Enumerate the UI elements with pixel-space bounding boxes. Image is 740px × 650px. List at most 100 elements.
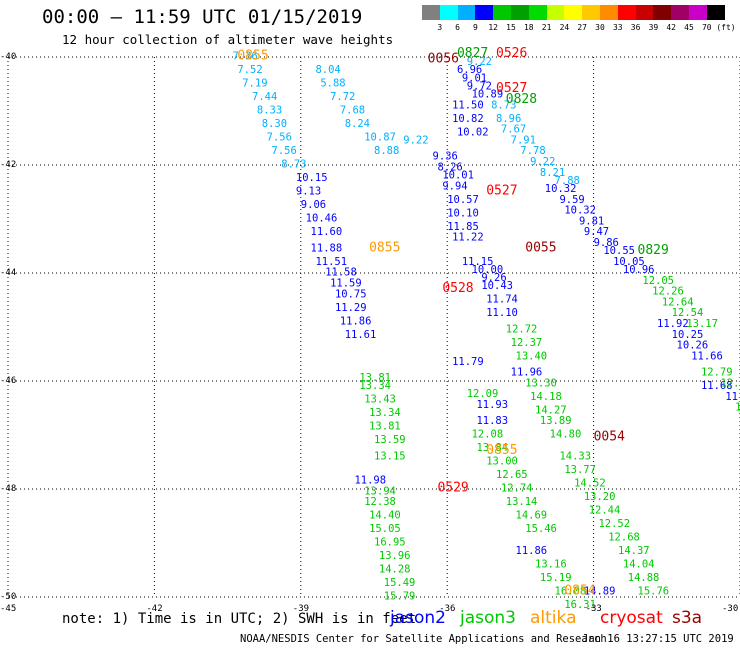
wave-height-label: 13.16 <box>535 558 567 570</box>
pass-time-label: 0529 <box>437 481 468 496</box>
wave-height-label: 12.37 <box>511 337 543 349</box>
colorbar-tick-label: 30 <box>595 23 605 32</box>
wave-height-label: 7.68 <box>340 105 365 117</box>
wave-height-label: 9.36 <box>433 151 458 163</box>
wave-height-label: 14.89 <box>584 585 616 597</box>
wave-height-label: 11.51 <box>315 256 347 268</box>
wave-height-label: 9.81 <box>579 215 604 227</box>
colorbar-cell <box>493 5 512 20</box>
wave-height-label: 10.57 <box>447 194 479 206</box>
wave-height-label: 14.52 <box>574 477 606 489</box>
wave-height-label: 13.84 <box>476 442 508 454</box>
colorbar-tick-label: 18 <box>523 23 534 32</box>
colorbar-cell <box>617 5 636 20</box>
wave-height-label: 14.28 <box>379 564 411 576</box>
wave-height-label: 11.58 <box>325 267 357 279</box>
x-tick-label: -45 <box>0 604 17 614</box>
wave-height-label: 10.32 <box>564 205 596 217</box>
wave-height-label: 16.08 <box>555 585 587 597</box>
legend-entry-jason3: jason3 <box>460 608 516 628</box>
pass-time-label: 0528 <box>442 281 473 296</box>
colorbar-cell <box>582 5 601 20</box>
wave-height-label: 7.91 <box>511 134 536 146</box>
wave-height-label: 7.44 <box>252 91 277 103</box>
wave-height-label: 16.95 <box>374 537 406 549</box>
colorbar-tick-label: 12 <box>488 23 498 32</box>
colorbar-tick-label: 24 <box>559 23 570 32</box>
wave-height-label: 14.04 <box>623 558 655 570</box>
wave-height-label: 13.89 <box>540 415 572 427</box>
wave-height-label: 8.26 <box>437 161 462 173</box>
wave-height-label: 11.59 <box>330 278 362 290</box>
pass-time-label: 0056 <box>428 51 459 66</box>
wave-height-label: 11.86 <box>516 545 548 557</box>
wave-height-label: 12.80 <box>735 402 740 414</box>
wave-height-label: 10.32 <box>545 183 577 195</box>
wave-height-label: 8.21 <box>540 167 565 179</box>
colorbar-tick-label: 39 <box>648 23 659 32</box>
wave-height-label: 7.67 <box>501 124 526 136</box>
wave-height-label: 12.09 <box>467 388 499 400</box>
wave-height-label: 9.59 <box>559 194 584 206</box>
wave-height-label: 13.59 <box>374 434 406 446</box>
wave-height-label: 11.79 <box>452 356 484 368</box>
wave-height-label: 11.96 <box>511 367 543 379</box>
wave-height-label: 10.26 <box>677 340 709 352</box>
wave-height-label: 9.13 <box>296 186 321 198</box>
wave-height-label: 12.08 <box>472 429 504 441</box>
wave-height-label: 14.33 <box>559 450 591 462</box>
wave-height-label: 7.72 <box>330 91 355 103</box>
wave-height-label: 11.61 <box>345 329 377 341</box>
wave-height-label: 10.25 <box>672 329 704 341</box>
colorbar-tick-label: 21 <box>541 23 552 32</box>
colorbar-cell <box>528 5 547 20</box>
wave-height-label: 13.14 <box>506 496 538 508</box>
wave-height-label: 11.22 <box>452 232 484 244</box>
generated-timestamp: Jan 16 13:27:15 UTC 2019 <box>582 633 734 645</box>
wave-height-label: 10.05 <box>613 256 645 268</box>
pass-time-label: 0854 <box>564 583 595 598</box>
colorbar-cell <box>600 5 618 20</box>
wave-height-label: 11.68 <box>701 380 733 392</box>
wave-height-label: 10.75 <box>335 288 367 300</box>
colorbar-cell <box>511 5 529 20</box>
wave-height-label: 14.40 <box>369 510 401 522</box>
wave-height-label: 13.94 <box>364 485 396 497</box>
wave-height-label: 8.33 <box>257 105 282 117</box>
wave-height-label: 13.81 <box>369 421 401 433</box>
wave-height-label: 8.73 <box>491 99 516 111</box>
wave-height-label: 9.01 <box>462 72 487 84</box>
wave-height-label: 12.26 <box>652 286 684 298</box>
wave-height-label: 5.88 <box>320 78 345 90</box>
wave-height-label: 10.89 <box>472 89 504 101</box>
wave-height-label: 15.05 <box>369 523 401 535</box>
legend-entry-cryosat: cryosat <box>600 608 663 628</box>
wave-height-label: 13.81 <box>359 372 391 384</box>
x-tick-label: -30 <box>722 604 739 614</box>
wave-height-label: 11.92 <box>657 318 689 330</box>
pass-time-label: 0527 <box>486 184 517 199</box>
wave-height-label: 16.31 <box>564 599 596 611</box>
wave-height-label: 11.29 <box>335 302 367 314</box>
wave-height-label: 8.24 <box>345 118 370 130</box>
page-subtitle: 12 hour collection of altimeter wave hei… <box>62 32 394 47</box>
pass-time-label: 0829 <box>638 243 669 258</box>
wave-height-label: 15.19 <box>540 572 572 584</box>
colorbar-cell <box>546 5 565 20</box>
x-tick-label: -39 <box>292 604 310 614</box>
wave-height-label: 12.74 <box>501 483 533 495</box>
wave-height-label: 10.96 <box>623 264 655 276</box>
page-title: 00:00 – 11:59 UTC 01/15/2019 <box>42 6 363 28</box>
wave-height-label: 7.52 <box>237 64 262 76</box>
wave-height-label: 12.44 <box>589 504 621 516</box>
colorbar-cell <box>706 5 725 20</box>
pass-time-label: 0855 <box>486 443 517 458</box>
wave-height-label: 11.60 <box>311 226 343 238</box>
wave-height-label: 10.01 <box>442 170 474 182</box>
wave-height-label: 9.26 <box>481 272 506 284</box>
wave-height-label: 11.83 <box>476 415 508 427</box>
wave-height-label: 13.00 <box>486 456 518 468</box>
wave-height-label: 14.69 <box>516 510 548 522</box>
wave-height-label: 8.88 <box>374 145 399 157</box>
